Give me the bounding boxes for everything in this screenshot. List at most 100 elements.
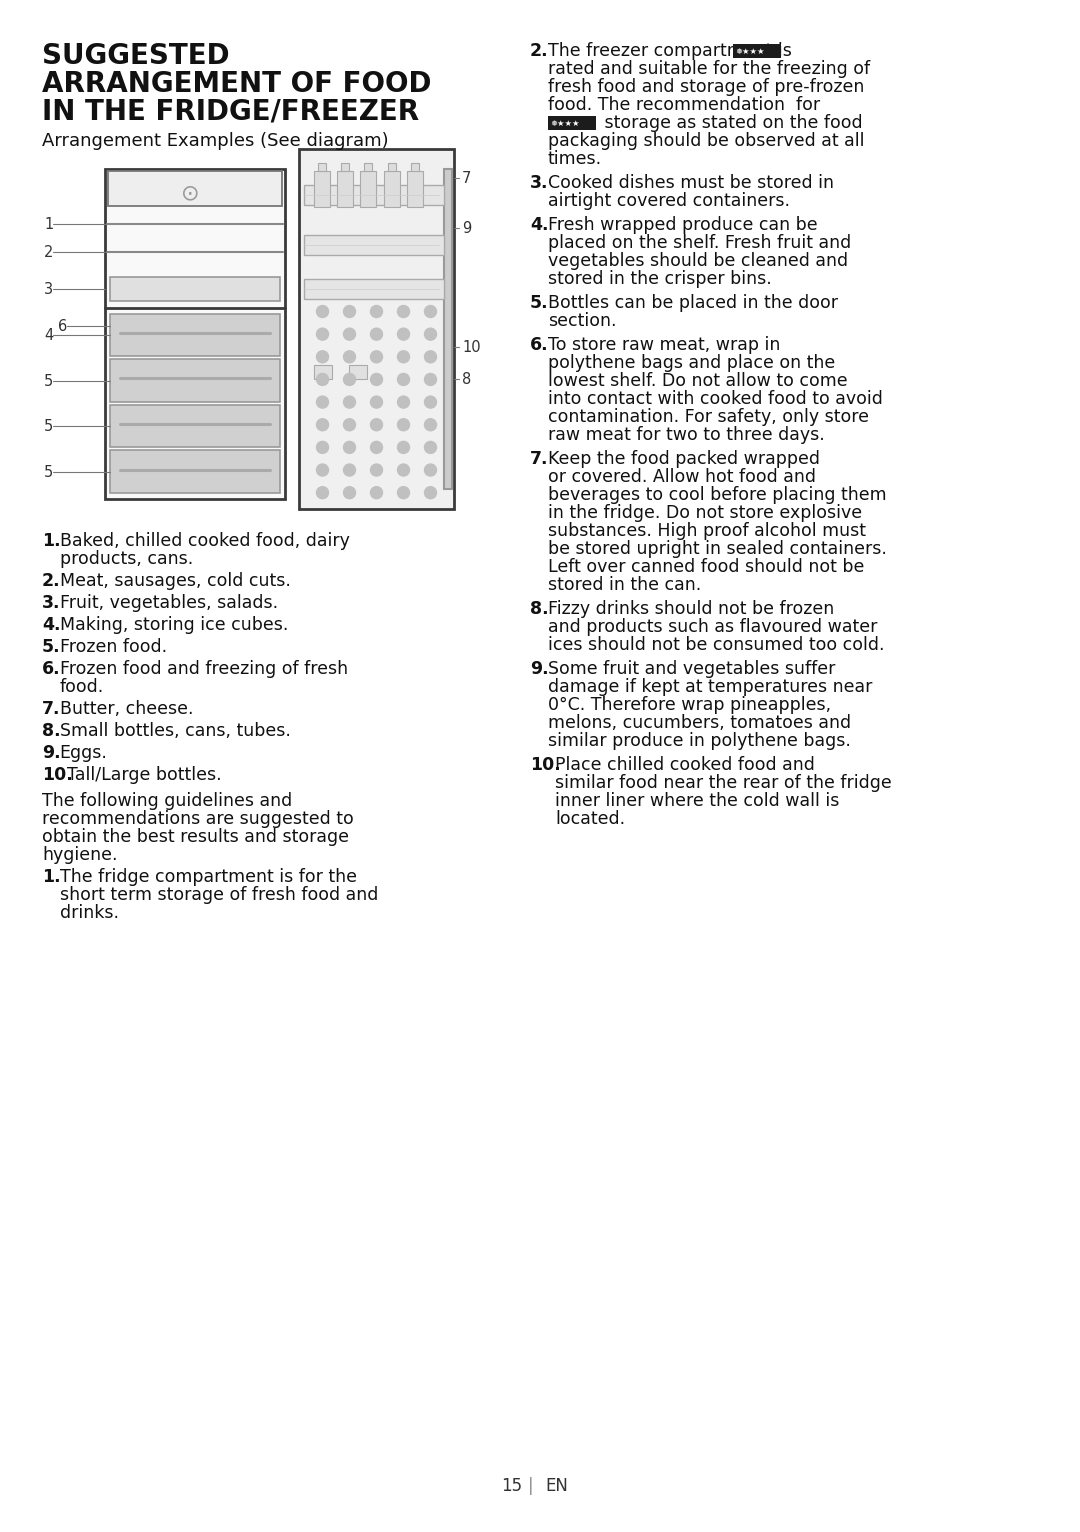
Bar: [364, 164, 372, 172]
Text: food.: food.: [59, 679, 104, 696]
Text: 8.: 8.: [42, 722, 60, 740]
Bar: [303, 236, 444, 256]
Circle shape: [397, 374, 409, 386]
Circle shape: [424, 441, 436, 453]
Text: Left over canned food should not be: Left over canned food should not be: [548, 558, 864, 576]
Text: 5.: 5.: [530, 294, 549, 313]
Text: 10: 10: [462, 340, 481, 355]
Text: 3: 3: [44, 282, 53, 297]
Text: 3.: 3.: [530, 175, 549, 192]
Text: packaging should be observed at all: packaging should be observed at all: [548, 132, 864, 150]
Circle shape: [316, 374, 328, 386]
Circle shape: [397, 464, 409, 476]
Text: melons, cucumbers, tomatoes and: melons, cucumbers, tomatoes and: [548, 714, 851, 732]
Bar: [341, 164, 349, 172]
Text: Meat, sausages, cold cuts.: Meat, sausages, cold cuts.: [59, 571, 291, 590]
Circle shape: [316, 441, 328, 453]
Text: beverages to cool before placing them: beverages to cool before placing them: [548, 486, 887, 504]
Text: 4: 4: [44, 328, 53, 343]
Circle shape: [316, 328, 328, 340]
Text: 1: 1: [44, 218, 53, 233]
Text: 2: 2: [44, 245, 53, 260]
Text: 6.: 6.: [42, 660, 60, 679]
Text: or covered. Allow hot food and: or covered. Allow hot food and: [548, 467, 815, 486]
Text: 2.: 2.: [530, 41, 549, 60]
Text: polythene bags and place on the: polythene bags and place on the: [548, 354, 835, 372]
Text: |: |: [528, 1477, 534, 1495]
Circle shape: [397, 328, 409, 340]
Text: 3.: 3.: [42, 594, 60, 611]
Text: 5.: 5.: [42, 637, 60, 656]
Text: 6.: 6.: [530, 336, 549, 354]
Circle shape: [424, 328, 436, 340]
Circle shape: [397, 487, 409, 499]
Text: raw meat for two to three days.: raw meat for two to three days.: [548, 426, 824, 444]
Text: ARRANGEMENT OF FOOD: ARRANGEMENT OF FOOD: [42, 70, 432, 98]
Circle shape: [370, 328, 382, 340]
Text: 1.: 1.: [42, 532, 60, 550]
Circle shape: [343, 441, 355, 453]
Text: ⊙: ⊙: [180, 184, 200, 204]
Bar: [110, 277, 280, 300]
Bar: [303, 279, 444, 299]
Circle shape: [424, 464, 436, 476]
Text: similar food near the rear of the fridge: similar food near the rear of the fridge: [555, 774, 892, 792]
Text: storage as stated on the food: storage as stated on the food: [598, 113, 862, 132]
Text: Place chilled cooked food and: Place chilled cooked food and: [555, 755, 815, 774]
Text: Frozen food.: Frozen food.: [59, 637, 166, 656]
Circle shape: [424, 351, 436, 363]
Circle shape: [370, 374, 382, 386]
Text: Fresh wrapped produce can be: Fresh wrapped produce can be: [548, 216, 818, 234]
Bar: [110, 450, 280, 493]
Text: Some fruit and vegetables suffer: Some fruit and vegetables suffer: [548, 660, 835, 679]
Circle shape: [316, 397, 328, 408]
Bar: [384, 170, 400, 207]
Circle shape: [397, 441, 409, 453]
Text: food. The recommendation  for: food. The recommendation for: [548, 97, 820, 113]
Text: ices should not be consumed too cold.: ices should not be consumed too cold.: [548, 636, 885, 654]
Text: 15: 15: [501, 1477, 522, 1495]
Text: ❅★★★: ❅★★★: [735, 46, 765, 55]
Text: obtain the best results and storage: obtain the best results and storage: [42, 827, 349, 846]
Text: substances. High proof alcohol must: substances. High proof alcohol must: [548, 522, 865, 539]
Text: 5: 5: [44, 464, 53, 480]
Text: airtight covered containers.: airtight covered containers.: [548, 192, 789, 210]
Circle shape: [424, 374, 436, 386]
Text: hygiene.: hygiene.: [42, 846, 118, 864]
Text: Eggs.: Eggs.: [59, 745, 108, 761]
Text: IN THE FRIDGE/FREEZER: IN THE FRIDGE/FREEZER: [42, 98, 419, 126]
Bar: [299, 149, 454, 509]
Bar: [732, 44, 781, 58]
Text: lowest shelf. Do not allow to come: lowest shelf. Do not allow to come: [548, 372, 847, 391]
Circle shape: [343, 374, 355, 386]
Circle shape: [316, 418, 328, 430]
Circle shape: [343, 397, 355, 408]
Bar: [411, 164, 419, 172]
Text: fresh food and storage of pre-frozen: fresh food and storage of pre-frozen: [548, 78, 864, 97]
Text: contamination. For safety, only store: contamination. For safety, only store: [548, 408, 868, 426]
Bar: [110, 404, 280, 447]
Text: 7.: 7.: [530, 450, 549, 467]
Text: products, cans.: products, cans.: [59, 550, 193, 568]
Text: SUGGESTED: SUGGESTED: [42, 41, 230, 70]
Circle shape: [316, 464, 328, 476]
Text: Fizzy drinks should not be frozen: Fizzy drinks should not be frozen: [548, 601, 834, 617]
Text: 5: 5: [44, 420, 53, 434]
Text: 7.: 7.: [42, 700, 60, 719]
Circle shape: [424, 397, 436, 408]
Circle shape: [343, 351, 355, 363]
Text: 4.: 4.: [42, 616, 60, 634]
Text: 10.: 10.: [530, 755, 561, 774]
Circle shape: [370, 305, 382, 317]
Text: rated and suitable for the freezing of: rated and suitable for the freezing of: [548, 60, 869, 78]
Circle shape: [370, 464, 382, 476]
Text: Arrangement Examples (See diagram): Arrangement Examples (See diagram): [42, 132, 389, 150]
Circle shape: [370, 351, 382, 363]
Circle shape: [370, 397, 382, 408]
Circle shape: [424, 418, 436, 430]
Text: 5: 5: [44, 374, 53, 389]
Text: inner liner where the cold wall is: inner liner where the cold wall is: [555, 792, 840, 810]
Text: The freezer compartment is: The freezer compartment is: [548, 41, 797, 60]
Text: Tall/Large bottles.: Tall/Large bottles.: [67, 766, 222, 784]
Text: The fridge compartment is for the: The fridge compartment is for the: [59, 869, 356, 885]
